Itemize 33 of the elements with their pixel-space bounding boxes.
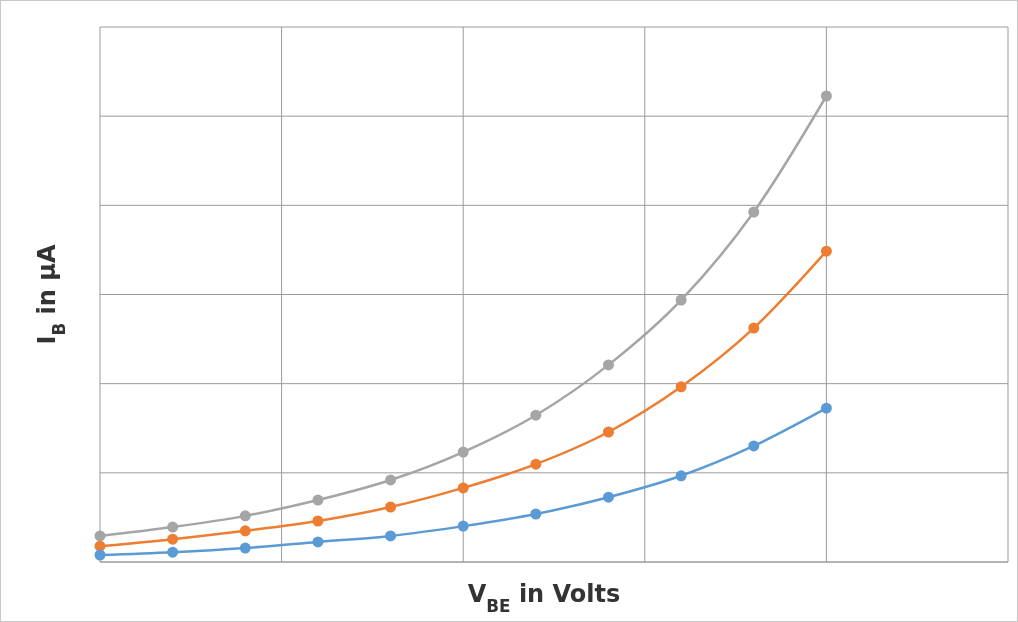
point xyxy=(239,510,251,522)
point xyxy=(457,446,469,458)
point xyxy=(239,525,251,537)
point xyxy=(94,549,106,561)
point xyxy=(748,322,760,334)
point xyxy=(312,494,324,506)
point xyxy=(820,90,832,102)
point xyxy=(385,474,397,486)
point xyxy=(748,440,760,452)
point xyxy=(602,359,614,371)
point xyxy=(820,402,832,414)
point xyxy=(457,482,469,494)
point xyxy=(385,530,397,542)
point xyxy=(675,470,687,482)
x-axis-title: V$_{BE}$ in Volts xyxy=(467,580,621,616)
point xyxy=(312,536,324,548)
point xyxy=(385,501,397,513)
point xyxy=(530,458,542,470)
point xyxy=(675,381,687,393)
point xyxy=(675,294,687,306)
point xyxy=(312,515,324,527)
point xyxy=(602,426,614,438)
point xyxy=(530,508,542,520)
point xyxy=(167,521,179,533)
point xyxy=(530,409,542,421)
point xyxy=(602,491,614,503)
point xyxy=(167,533,179,545)
point xyxy=(94,530,106,542)
point xyxy=(457,520,469,532)
point xyxy=(748,206,760,218)
point xyxy=(167,546,179,558)
point xyxy=(820,245,832,257)
point xyxy=(239,542,251,554)
